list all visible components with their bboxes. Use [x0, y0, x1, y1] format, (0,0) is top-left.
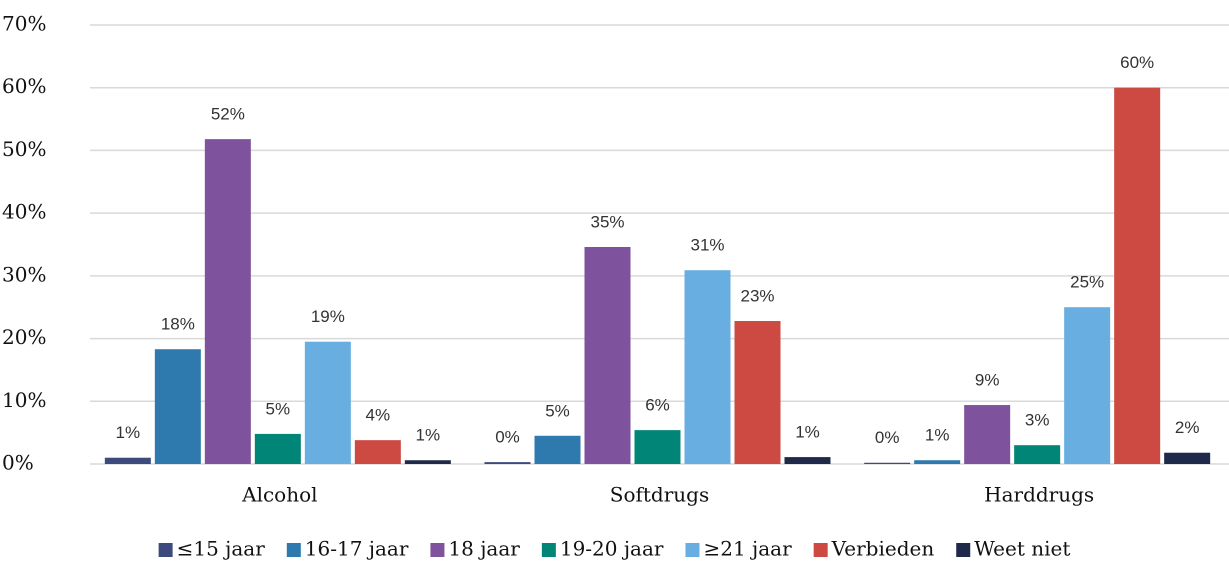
bar — [404, 460, 451, 464]
y-tick-label: 0% — [2, 451, 34, 475]
y-tick-label: 70% — [2, 12, 46, 36]
legend-label: 16-17 jaar — [305, 537, 409, 561]
legend-label: 19-20 jaar — [560, 537, 664, 561]
legend-label: Verbieden — [831, 537, 935, 561]
y-tick-label: 10% — [2, 388, 46, 412]
x-tick-label: Alcohol — [241, 483, 317, 507]
value-label: 52% — [211, 105, 245, 124]
bar — [534, 435, 581, 464]
bar — [864, 462, 911, 464]
y-tick-label: 30% — [2, 262, 46, 286]
value-label: 5% — [266, 399, 291, 418]
value-label: 35% — [590, 212, 624, 231]
legend-swatch — [541, 543, 556, 557]
bar — [1114, 87, 1161, 464]
bar — [784, 457, 831, 464]
legend-label: 18 jaar — [448, 537, 520, 561]
x-tick-label: Harddrugs — [984, 483, 1094, 507]
legend-label: Weet niet — [974, 537, 1070, 561]
legend-swatch — [813, 543, 828, 557]
bar — [154, 349, 201, 464]
bar — [634, 430, 681, 464]
value-label: 3% — [1025, 411, 1050, 430]
value-label: 1% — [795, 423, 820, 442]
value-label: 19% — [311, 307, 345, 326]
bar — [914, 460, 961, 464]
value-label: 1% — [116, 423, 141, 442]
legend-swatch — [286, 543, 301, 557]
bar — [964, 405, 1011, 464]
value-label: 31% — [690, 236, 724, 255]
bar — [304, 341, 351, 464]
value-label: 25% — [1070, 273, 1104, 292]
value-label: 60% — [1120, 53, 1154, 72]
value-label: 9% — [975, 371, 1000, 390]
bar — [354, 440, 401, 464]
bar — [104, 457, 151, 464]
value-label: 23% — [740, 286, 774, 305]
value-label: 0% — [495, 428, 520, 447]
y-tick-label: 50% — [2, 137, 46, 161]
legend-swatch — [956, 543, 971, 557]
value-label: 1% — [416, 426, 441, 445]
bar — [1164, 452, 1211, 464]
legend-label: ≤15 jaar — [177, 537, 266, 561]
value-label: 0% — [875, 428, 900, 447]
bar — [734, 321, 781, 464]
legend-swatch — [685, 543, 700, 557]
bar — [1014, 445, 1061, 464]
y-tick-label: 20% — [2, 325, 46, 349]
bar — [254, 433, 301, 464]
y-tick-label: 40% — [2, 200, 46, 224]
bar — [204, 139, 251, 464]
bar — [584, 247, 631, 464]
value-label: 18% — [161, 315, 195, 334]
bar — [684, 270, 731, 464]
value-label: 1% — [925, 426, 950, 445]
legend-swatch — [430, 543, 445, 557]
bar — [484, 462, 531, 464]
value-label: 4% — [366, 406, 391, 425]
bar — [1064, 307, 1111, 464]
value-label: 2% — [1175, 418, 1200, 437]
legend-swatch — [158, 543, 173, 557]
value-label: 6% — [645, 396, 670, 415]
y-tick-label: 60% — [2, 74, 46, 98]
x-tick-label: Softdrugs — [610, 483, 710, 507]
legend-label: ≥21 jaar — [703, 537, 792, 561]
value-label: 5% — [545, 401, 570, 420]
